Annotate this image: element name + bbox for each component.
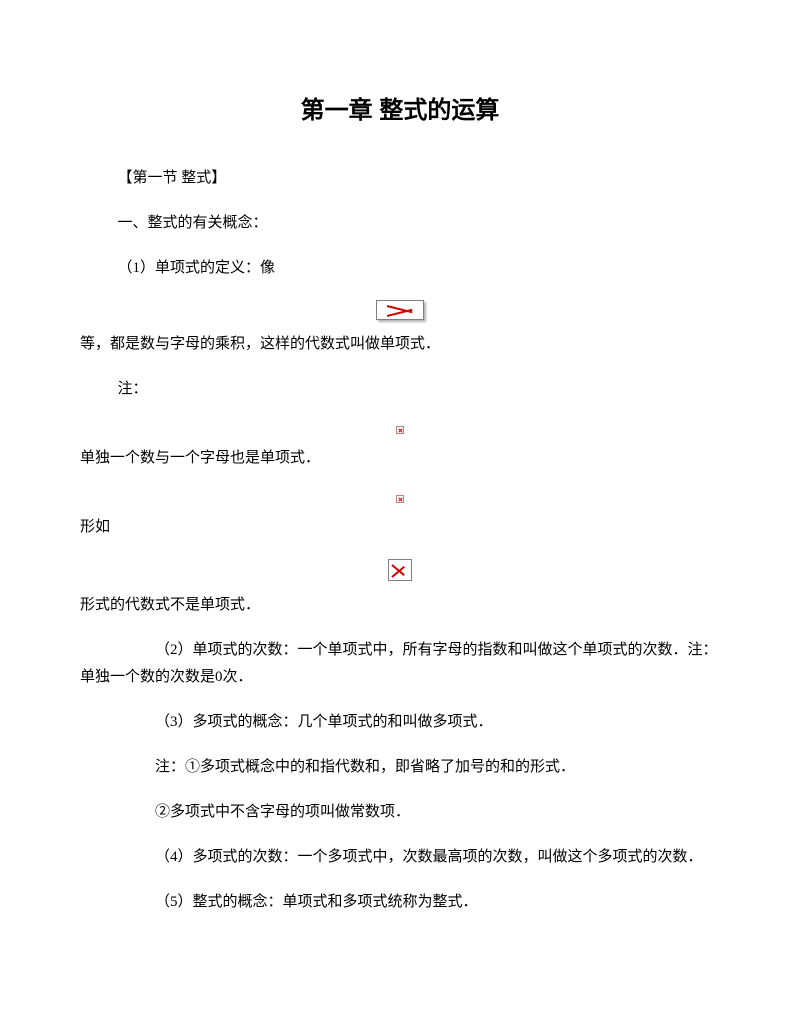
note-2-intro: 形如 xyxy=(80,514,720,541)
note-poly-2: ②多项式中不含字母的项叫做常数项． xyxy=(80,799,720,826)
broken-image-icon xyxy=(396,495,404,503)
broken-image-icon xyxy=(388,559,412,581)
broken-image-row-4 xyxy=(80,559,720,586)
broken-image-icon xyxy=(376,300,424,320)
def-monomial-intro: （1）单项式的定义：像 xyxy=(80,255,720,282)
chapter-title: 第一章 整式的运算 xyxy=(80,90,720,125)
note-2-tail: 形式的代数式不是单项式． xyxy=(80,592,720,619)
def-integral-expression: （5）整式的概念：单项式和多项式统称为整式． xyxy=(80,889,720,916)
broken-image-row-2 xyxy=(80,421,720,439)
note-poly-1: 注：①多项式概念中的和指代数和，即省略了加号的和的形式． xyxy=(80,754,720,781)
def-polynomial: （3）多项式的概念：几个单项式的和叫做多项式． xyxy=(80,709,720,736)
note-label: 注： xyxy=(80,376,720,403)
section-header: 【第一节 整式】 xyxy=(80,165,720,192)
def-monomial-degree: （2）单项式的次数：一个单项式中，所有字母的指数和叫做这个单项式的次数．注：单独… xyxy=(80,637,720,691)
heading-concepts: 一、整式的有关概念： xyxy=(80,210,720,237)
broken-image-icon xyxy=(396,426,404,434)
broken-image-row-1 xyxy=(80,300,720,325)
def-polynomial-degree: （4）多项式的次数：一个多项式中，次数最高项的次数，叫做这个多项式的次数． xyxy=(80,844,720,871)
def-monomial-tail: 等，都是数与字母的乘积，这样的代数式叫做单项式． xyxy=(80,331,720,358)
note-1: 单独一个数与一个字母也是单项式． xyxy=(80,445,720,472)
broken-image-row-3 xyxy=(80,490,720,508)
